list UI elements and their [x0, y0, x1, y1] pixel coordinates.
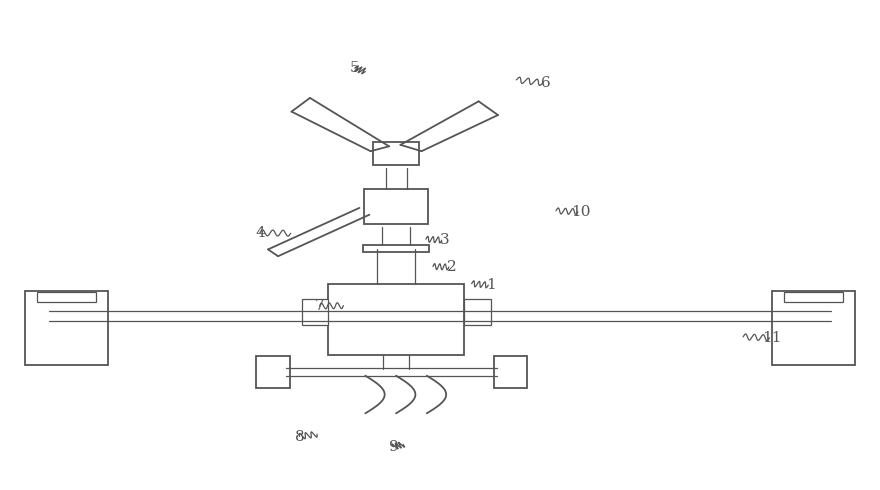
Text: 8: 8	[295, 430, 304, 443]
Text: 6: 6	[540, 76, 550, 90]
Bar	[772, 292, 855, 365]
Text: 5: 5	[350, 61, 360, 75]
Bar	[363, 245, 429, 252]
Text: 2: 2	[446, 260, 457, 274]
Bar	[302, 298, 328, 325]
Bar	[256, 356, 290, 388]
Bar	[494, 356, 527, 388]
Bar	[37, 293, 96, 302]
Text: 4: 4	[255, 226, 265, 240]
Bar	[784, 293, 843, 302]
Text: 1: 1	[486, 278, 495, 292]
Bar	[464, 298, 490, 325]
Text: 10: 10	[571, 205, 590, 219]
Bar	[328, 284, 464, 355]
Text: 9: 9	[390, 440, 400, 454]
Bar	[364, 189, 428, 224]
Text: 7: 7	[315, 299, 325, 313]
Bar	[373, 142, 419, 165]
Bar	[25, 292, 108, 365]
Text: 3: 3	[440, 233, 449, 247]
Text: 11: 11	[762, 331, 781, 345]
